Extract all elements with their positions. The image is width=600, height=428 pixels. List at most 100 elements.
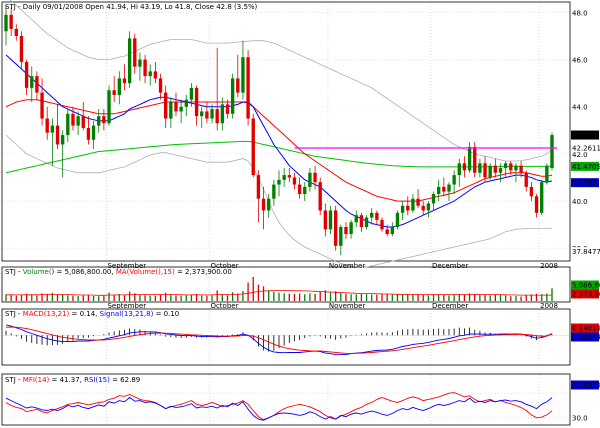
candle-body <box>169 102 173 119</box>
price-tick-label: 46.0 <box>572 57 588 65</box>
price-panel <box>1 1 571 262</box>
price-badge-bg <box>571 143 599 153</box>
candle-body <box>545 165 549 183</box>
candle-body <box>339 226 343 246</box>
candle-body <box>442 186 446 192</box>
volume-badge-bg <box>571 280 599 290</box>
candle-body <box>426 203 431 211</box>
candle-body <box>117 78 121 95</box>
candle-body <box>303 186 307 194</box>
candle-body <box>241 57 245 93</box>
price-tick-label: 40.0 <box>572 198 588 206</box>
candle-body <box>406 205 410 211</box>
candlesticks <box>4 5 554 256</box>
candle-body <box>210 109 214 119</box>
value-badges: 42.8 42.2611 41.4705 40.783 37.8477 5,086,802… <box>571 130 600 423</box>
candle-body <box>344 226 348 235</box>
candle-body <box>184 99 188 107</box>
candle-body <box>205 111 209 119</box>
price-tick-label: 48.0 <box>572 9 588 17</box>
candle-body <box>297 184 302 194</box>
candle-body <box>267 198 271 211</box>
volume-label: Volume( <box>23 268 52 276</box>
price-badge: 42.8 <box>572 132 588 140</box>
volume-ma-label: MA(Volume(),15) <box>116 268 175 276</box>
price-badge: 41.4705 <box>572 163 600 171</box>
volume-ma-badge: 2,373,90 <box>572 291 600 299</box>
candle-body <box>24 61 29 88</box>
signal-line <box>5 326 553 354</box>
month-label: December <box>432 262 468 270</box>
lower-band-line <box>5 134 553 268</box>
candle-body <box>416 198 420 206</box>
candle-body <box>524 172 528 187</box>
rsi-value: = 62.89 <box>112 376 140 384</box>
month-label: 2008 <box>540 302 558 310</box>
candle-body <box>385 229 389 235</box>
mfi-value: = 41.37, <box>52 376 82 384</box>
candle-body <box>370 212 374 218</box>
candle-body <box>411 198 415 211</box>
candle-body <box>400 205 405 213</box>
candle-body <box>174 102 178 112</box>
candle-body <box>431 193 436 204</box>
macd-label: MACD(13,21) <box>23 310 70 318</box>
candle-body <box>246 57 250 119</box>
macd-symbol: STJ <box>5 310 16 318</box>
candle-body <box>30 76 34 88</box>
candle-body <box>194 87 199 117</box>
candle-body <box>457 163 461 176</box>
moving-averages <box>5 54 553 228</box>
candle-body <box>236 78 240 93</box>
mfi-symbol: STJ <box>5 376 16 384</box>
volume-legend: STJ - Volume() = 5,086,800.00, MA(Volume… <box>5 268 232 276</box>
candle-body <box>540 182 544 213</box>
candle-body <box>153 71 158 79</box>
candle-body <box>534 196 539 213</box>
price-badge-bg <box>571 161 599 171</box>
candle-body <box>318 182 322 211</box>
volume-panel <box>1 266 571 303</box>
candle-body <box>467 146 472 171</box>
candle-body <box>19 36 24 62</box>
candle-body <box>478 163 482 173</box>
volume-symbol: STJ <box>5 268 16 276</box>
candle-body <box>45 118 49 133</box>
candle-body <box>50 125 55 133</box>
price-tick-label: 44.0 <box>572 104 588 112</box>
candle-body <box>349 222 353 235</box>
candle-body <box>498 168 503 173</box>
month-label: October <box>210 302 238 310</box>
candle-body <box>97 116 101 126</box>
candle-body <box>9 14 13 29</box>
candle-body <box>71 113 75 126</box>
candle-body <box>333 210 338 246</box>
mfi-rsi-panel <box>1 373 571 426</box>
rsi-line <box>5 396 553 421</box>
candle-body <box>437 186 441 194</box>
candle-body <box>91 125 96 140</box>
candle-body <box>323 210 328 230</box>
short-moving-average-line <box>5 54 553 228</box>
candle-body <box>380 219 384 230</box>
candle-body <box>55 125 60 145</box>
month-label: December <box>432 302 468 310</box>
volume-badge: 5,086,80 <box>572 282 600 290</box>
candle-body <box>462 163 467 171</box>
candle-body <box>272 184 276 199</box>
candle-body <box>189 87 194 100</box>
candle-body <box>81 116 85 128</box>
macd-value: = 0.14, <box>72 310 98 318</box>
price-tick-label: 42.0 <box>572 151 588 159</box>
volume-value: ) = 5,086,800.00, <box>52 268 114 276</box>
candle-body <box>60 135 65 145</box>
candle-body <box>313 172 317 183</box>
price-title: STJ - Daily 09/01/2008 Open 41.94, Hi 43… <box>5 3 258 11</box>
candle-body <box>66 113 70 136</box>
oscillator-lines <box>3 324 569 421</box>
rsi-badge: 62.8929 <box>572 382 600 390</box>
candle-body <box>143 59 147 77</box>
candle-body <box>359 215 364 227</box>
candle-body <box>354 215 358 223</box>
candle-body <box>40 92 44 119</box>
